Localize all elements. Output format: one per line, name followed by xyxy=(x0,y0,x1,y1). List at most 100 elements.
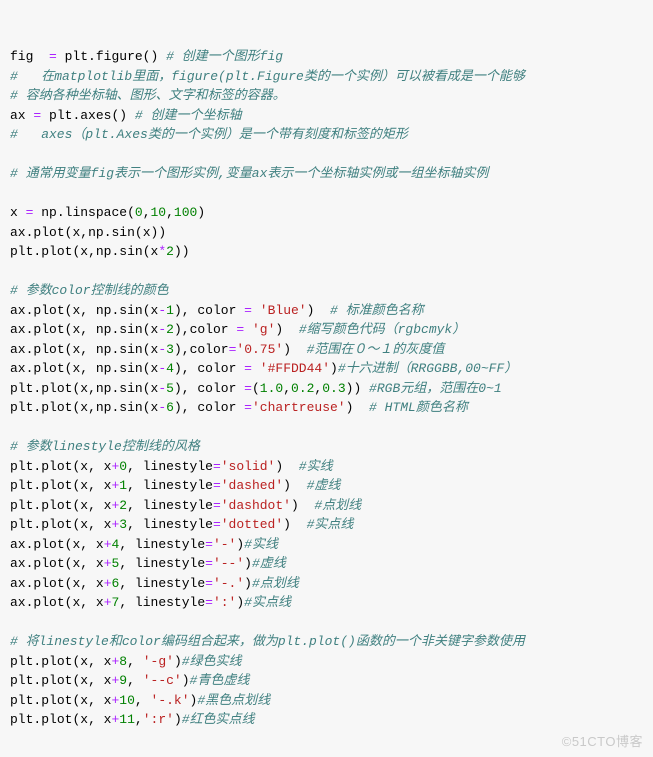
code-line: ax.plot(x, np.sin(x-4), color = '#FFDD44… xyxy=(10,359,643,379)
token-punc: . xyxy=(57,205,65,220)
token-com: #实点线 xyxy=(307,517,354,532)
token-punc: , xyxy=(135,712,143,727)
token-op: = xyxy=(213,517,221,532)
token-punc: ) xyxy=(346,400,369,415)
token-punc: ) xyxy=(307,303,330,318)
code-line: ax = plt.axes() # 创建一个坐标轴 xyxy=(10,106,643,126)
token-punc: ) xyxy=(291,498,314,513)
token-punc: , xyxy=(127,654,143,669)
token-punc: , xyxy=(88,712,104,727)
code-line: ax.plot(x, x+6, linestyle='-.')#点划线 xyxy=(10,574,643,594)
code-line: ax.plot(x, np.sin(x-2),color = 'g') #缩写颜… xyxy=(10,320,643,340)
token-def: ax xyxy=(10,361,26,376)
token-str: 'g' xyxy=(252,322,275,337)
token-punc: , xyxy=(80,342,96,357)
token-def: x xyxy=(80,459,88,474)
token-com: #实线 xyxy=(244,537,278,552)
code-line: plt.plot(x, x+9, '--c')#青色虚线 xyxy=(10,671,643,691)
code-line xyxy=(10,262,643,282)
token-def: x xyxy=(104,673,112,688)
token-com: # 容纳各种坐标轴、图形、文字和标签的容器。 xyxy=(10,88,286,103)
token-punc: , xyxy=(80,556,96,571)
code-line: plt.plot(x,np.sin(x-5), color =(1.0,0.2,… xyxy=(10,379,643,399)
token-op: + xyxy=(111,693,119,708)
token-def xyxy=(252,361,260,376)
token-punc: )) xyxy=(174,244,190,259)
token-num: 4 xyxy=(166,361,174,376)
code-line: plt.plot(x, x+11,':r')#红色实点线 xyxy=(10,710,643,730)
token-punc: ) xyxy=(236,595,244,610)
token-op: = xyxy=(205,576,213,591)
token-num: 0 xyxy=(135,205,143,220)
token-def: x xyxy=(80,381,88,396)
token-punc: ( xyxy=(143,342,151,357)
token-def: plt xyxy=(10,400,33,415)
token-str: '-g' xyxy=(143,654,174,669)
token-def: plot xyxy=(33,537,64,552)
token-punc: , xyxy=(127,673,143,688)
token-num: 10 xyxy=(151,205,167,220)
code-line: # 将linestyle和color编码组合起来，做为plt.plot()函数的… xyxy=(10,632,643,652)
token-op: = xyxy=(205,595,213,610)
token-punc: ) xyxy=(244,556,252,571)
token-op: - xyxy=(158,303,166,318)
token-def: color xyxy=(190,342,229,357)
token-num: 1 xyxy=(166,303,174,318)
token-punc: ( xyxy=(135,225,143,240)
token-num: 0 xyxy=(119,459,127,474)
token-def: sin xyxy=(119,322,142,337)
token-def: x xyxy=(10,205,26,220)
token-def: color xyxy=(197,400,244,415)
token-def: plt xyxy=(10,478,33,493)
token-com: #RGB元组，范围在0~1 xyxy=(369,381,502,396)
token-def: plt xyxy=(10,517,33,532)
token-num: 8 xyxy=(119,654,127,669)
token-punc: , xyxy=(80,303,96,318)
token-str: 'dashdot' xyxy=(221,498,291,513)
token-punc: , xyxy=(127,478,143,493)
token-def: x xyxy=(80,498,88,513)
token-punc: )) xyxy=(346,381,369,396)
token-punc: , xyxy=(80,322,96,337)
code-line: # 通常用变量fig表示一个图形实例,变量ax表示一个坐标轴实例或一组坐标轴实例 xyxy=(10,164,643,184)
token-punc: , xyxy=(135,693,151,708)
token-op: = xyxy=(213,498,221,513)
token-def: fig xyxy=(10,49,49,64)
token-def: x xyxy=(80,693,88,708)
token-num: 0.2 xyxy=(291,381,314,396)
token-op: - xyxy=(158,361,166,376)
code-block: fig = plt.figure() # 创建一个图形fig# 在matplot… xyxy=(0,0,653,757)
token-def: plot xyxy=(41,478,72,493)
token-def: ax xyxy=(10,225,26,240)
code-line: plt.plot(x, x+0, linestyle='solid') #实线 xyxy=(10,457,643,477)
token-str: '-.' xyxy=(213,576,244,591)
token-def: plot xyxy=(33,322,64,337)
token-punc: ( xyxy=(143,361,151,376)
token-punc: ( xyxy=(143,244,151,259)
token-punc: . xyxy=(33,693,41,708)
token-punc: ) xyxy=(283,478,306,493)
token-punc: ( xyxy=(143,322,151,337)
code-line: plt.plot(x,np.sin(x-6), color ='chartreu… xyxy=(10,398,643,418)
watermark: ©51CTO博客 xyxy=(562,732,643,752)
token-def xyxy=(252,303,260,318)
token-str: 'chartreuse' xyxy=(252,400,346,415)
token-def: axes xyxy=(80,108,111,123)
token-com: # 通常用变量fig表示一个图形实例,变量ax表示一个坐标轴实例或一组坐标轴实例 xyxy=(10,166,488,181)
token-def: np xyxy=(88,225,104,240)
token-def: ax xyxy=(10,342,26,357)
code-line: ax.plot(x,np.sin(x)) xyxy=(10,223,643,243)
token-def: plt xyxy=(10,712,33,727)
token-com: #点划线 xyxy=(314,498,361,513)
token-def: plot xyxy=(33,361,64,376)
token-num: 2 xyxy=(166,322,174,337)
token-op: + xyxy=(111,712,119,727)
token-com: # 参数linestyle控制线的风格 xyxy=(10,439,200,454)
code-line: x = np.linspace(0,10,100) xyxy=(10,203,643,223)
token-punc: , xyxy=(88,498,104,513)
token-num: 10 xyxy=(119,693,135,708)
token-punc: ) xyxy=(283,342,306,357)
token-punc: , xyxy=(127,498,143,513)
code-line: ax.plot(x, np.sin(x-3),color='0.75') #范围… xyxy=(10,340,643,360)
token-def: plot xyxy=(41,517,72,532)
